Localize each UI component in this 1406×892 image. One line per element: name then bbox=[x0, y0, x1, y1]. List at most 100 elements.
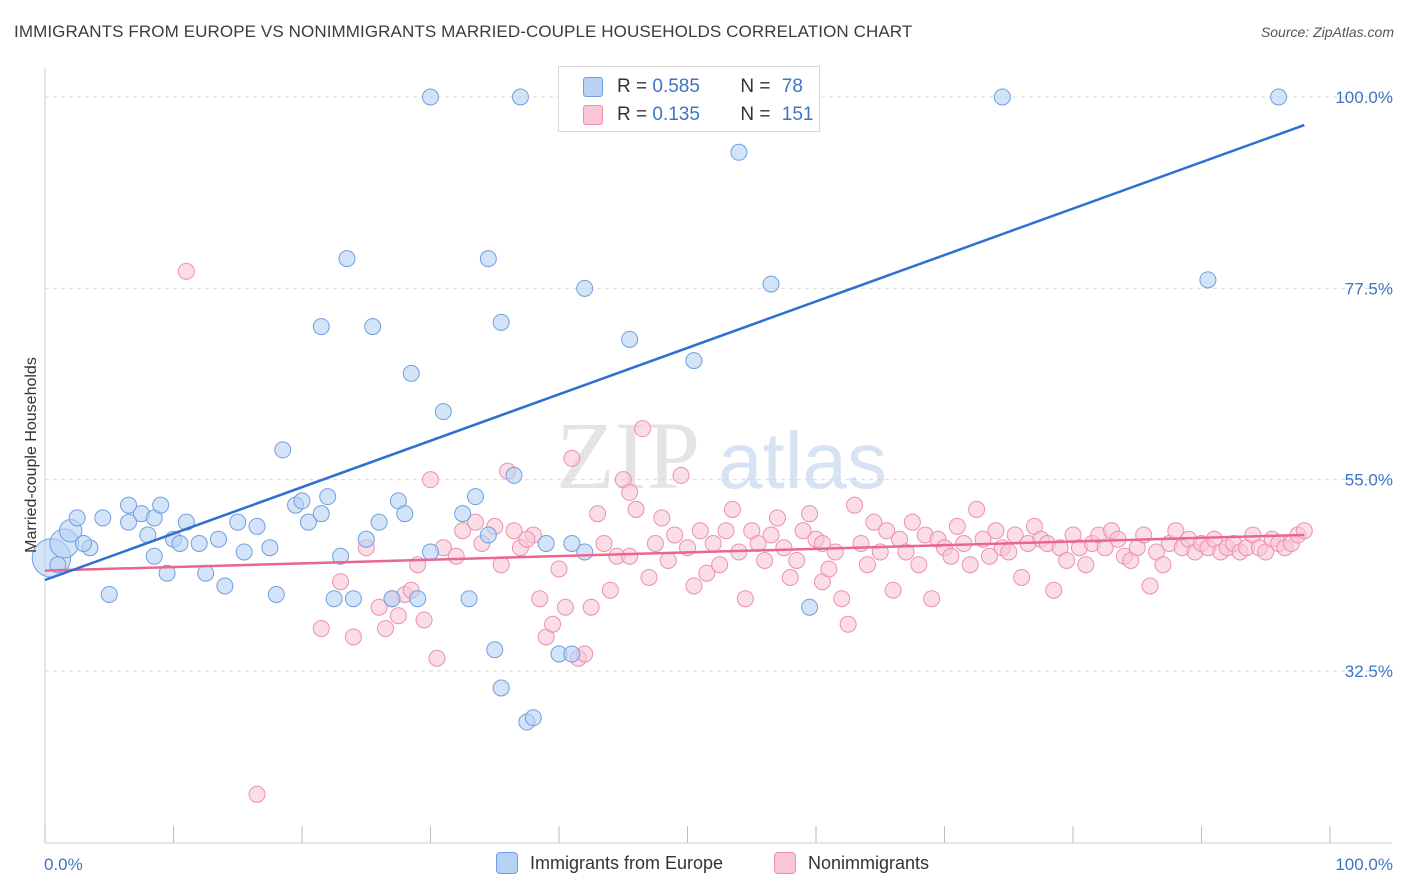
data-point bbox=[518, 530, 536, 548]
data-point bbox=[511, 88, 529, 106]
data-point bbox=[100, 585, 118, 603]
data-point bbox=[75, 534, 93, 552]
data-point bbox=[492, 679, 510, 697]
watermark: ZIP atlas bbox=[556, 402, 887, 509]
data-point bbox=[691, 522, 709, 540]
data-point bbox=[544, 615, 562, 633]
data-point bbox=[190, 534, 208, 552]
data-point bbox=[987, 522, 1005, 540]
legend-r-label: R = bbox=[617, 104, 648, 125]
data-point bbox=[158, 564, 176, 582]
data-point bbox=[550, 560, 568, 578]
data-point bbox=[364, 318, 382, 336]
data-point bbox=[621, 547, 639, 565]
data-point bbox=[505, 466, 523, 484]
data-point bbox=[621, 330, 639, 348]
data-point bbox=[666, 526, 684, 544]
data-point bbox=[563, 449, 581, 467]
data-point bbox=[736, 590, 754, 608]
data-point bbox=[1199, 271, 1217, 289]
data-point bbox=[402, 364, 420, 382]
data-point bbox=[466, 513, 484, 531]
legend-swatch-pink bbox=[583, 105, 603, 125]
y-tick-labels: 32.5% 55.0% 77.5% 100.0% bbox=[1335, 88, 1393, 681]
data-point bbox=[377, 619, 395, 637]
data-point bbox=[531, 590, 549, 608]
data-point bbox=[325, 590, 343, 608]
data-point bbox=[839, 615, 857, 633]
data-point bbox=[878, 522, 896, 540]
data-point bbox=[923, 590, 941, 608]
legend-r-label: R = bbox=[617, 76, 648, 97]
data-point bbox=[344, 590, 362, 608]
data-point bbox=[261, 539, 279, 557]
data-point bbox=[768, 509, 786, 527]
x-tick-label: 100.0% bbox=[1335, 855, 1393, 874]
legend-row-nonimmigrants: R = 0.135 N = 151 bbox=[583, 101, 813, 129]
data-point bbox=[711, 556, 729, 574]
data-point bbox=[788, 551, 806, 569]
data-point bbox=[479, 250, 497, 268]
data-point bbox=[120, 496, 138, 514]
data-point bbox=[858, 556, 876, 574]
data-point bbox=[801, 505, 819, 523]
data-point bbox=[601, 581, 619, 599]
data-point bbox=[685, 577, 703, 595]
data-point bbox=[595, 534, 613, 552]
data-point bbox=[646, 534, 664, 552]
data-point bbox=[267, 585, 285, 603]
data-point bbox=[94, 509, 112, 527]
data-point bbox=[556, 598, 574, 616]
legend-n-value: 78 bbox=[781, 76, 803, 97]
data-point bbox=[801, 598, 819, 616]
data-point bbox=[492, 313, 510, 331]
immigrants-trend-line bbox=[44, 123, 1305, 582]
series-legend: Immigrants from Europe Nonimmigrants bbox=[0, 852, 1406, 878]
data-point bbox=[1058, 551, 1076, 569]
series-swatch-blue bbox=[496, 852, 518, 874]
data-point bbox=[229, 513, 247, 531]
data-point bbox=[704, 534, 722, 552]
data-point bbox=[589, 505, 607, 523]
data-point bbox=[820, 560, 838, 578]
data-point bbox=[756, 551, 774, 569]
data-point bbox=[447, 547, 465, 565]
data-point bbox=[505, 522, 523, 540]
legend-n-label: N = bbox=[740, 104, 771, 125]
data-point bbox=[762, 526, 780, 544]
data-point bbox=[576, 279, 594, 297]
series-legend-immigrants: Immigrants from Europe bbox=[496, 852, 723, 874]
data-point bbox=[659, 551, 677, 569]
data-point bbox=[730, 143, 748, 161]
data-point bbox=[1045, 581, 1063, 599]
data-point bbox=[171, 534, 189, 552]
data-point bbox=[910, 556, 928, 574]
data-point bbox=[685, 352, 703, 370]
data-point bbox=[627, 500, 645, 518]
data-point bbox=[422, 471, 439, 489]
data-point bbox=[332, 573, 350, 591]
data-point bbox=[852, 534, 870, 552]
data-point bbox=[145, 547, 163, 565]
axes bbox=[44, 68, 1392, 844]
data-point bbox=[961, 556, 979, 574]
data-point bbox=[884, 581, 902, 599]
data-point bbox=[640, 568, 658, 586]
data-point bbox=[698, 564, 716, 582]
source-label: Source: ZipAtlas.com bbox=[1260, 24, 1394, 40]
series-swatch-pink bbox=[774, 852, 796, 874]
data-point bbox=[846, 496, 864, 514]
data-point bbox=[1077, 556, 1095, 574]
data-point bbox=[293, 492, 311, 510]
data-point bbox=[479, 526, 497, 544]
correlation-legend: R = 0.585 N = 78 R = 0.135 N = 151 bbox=[558, 66, 820, 132]
data-point bbox=[454, 522, 472, 540]
y-tick-label: 77.5% bbox=[1345, 279, 1393, 298]
data-point bbox=[1141, 577, 1159, 595]
data-point bbox=[209, 530, 227, 548]
data-point bbox=[152, 496, 170, 514]
y-tick-label: 100.0% bbox=[1335, 88, 1393, 107]
data-point bbox=[865, 513, 883, 531]
data-point bbox=[68, 509, 86, 527]
